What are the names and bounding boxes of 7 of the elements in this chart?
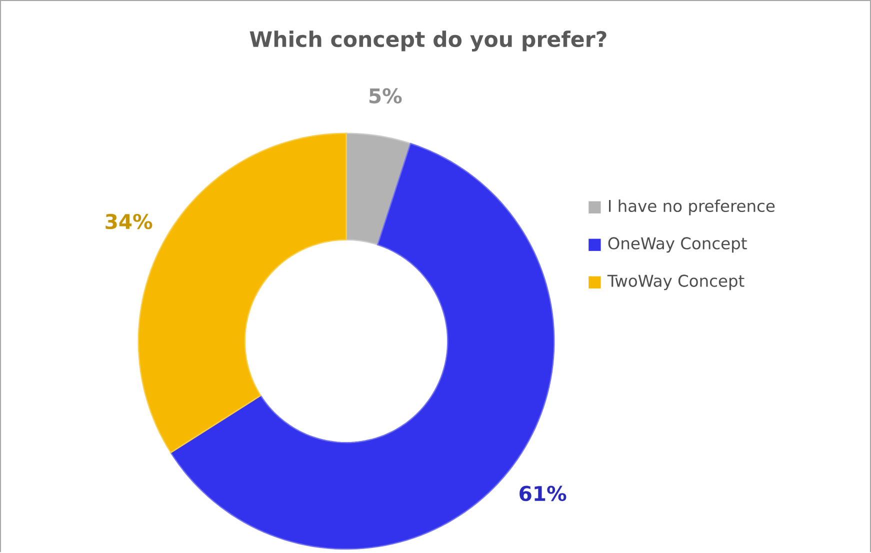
- data-label: 61%: [520, 486, 566, 502]
- data-label: 5%: [369, 88, 402, 104]
- chart-title: Which concept do you prefer?: [250, 30, 606, 52]
- data-label: 34%: [106, 214, 152, 230]
- legend-label: TwoWay Concept: [607, 274, 744, 290]
- legend-label: OneWay Concept: [608, 237, 747, 253]
- legend-label: I have no preference: [609, 200, 775, 216]
